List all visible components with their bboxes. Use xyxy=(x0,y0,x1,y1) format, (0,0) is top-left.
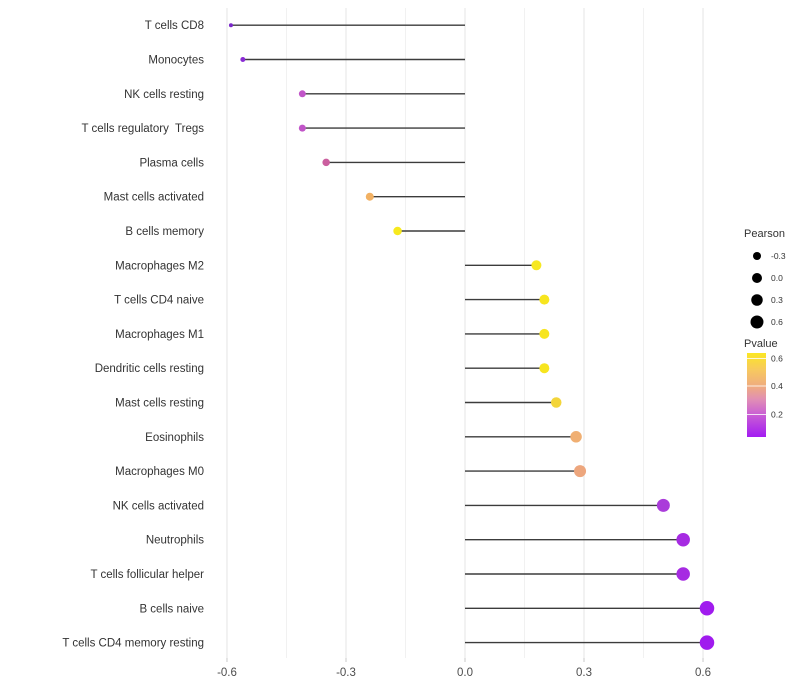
category-label: NK cells resting xyxy=(124,89,204,101)
data-point xyxy=(322,158,330,167)
x-axis-tick-label: 0.0 xyxy=(457,667,473,679)
lollipop-row: Plasma cells xyxy=(139,157,465,169)
category-label: Monocytes xyxy=(148,55,204,67)
legend-pvalue-label: 0.6 xyxy=(771,354,783,364)
lollipop-row: Mast cells resting xyxy=(115,397,562,410)
data-point xyxy=(393,226,402,236)
category-label: Eosinophils xyxy=(145,432,204,444)
legend-pvalue-label: 0.4 xyxy=(771,381,783,391)
x-axis-tick-label: 0.6 xyxy=(695,667,711,679)
lollipop-row: T cells follicular helper xyxy=(90,567,690,581)
lollipop-row: Macrophages M1 xyxy=(115,328,550,341)
category-label: T cells CD4 memory resting xyxy=(62,638,204,650)
data-point xyxy=(699,635,715,650)
lollipop-row: Macrophages M0 xyxy=(115,465,587,478)
legend-pearson: Pearson -0.3 0.0 0.3 0.6 xyxy=(744,228,786,329)
category-label: Mast cells activated xyxy=(104,192,204,204)
legend-pearson-title: Pearson xyxy=(744,228,785,240)
data-point xyxy=(298,124,306,132)
legend-pvalue-label: 0.2 xyxy=(771,410,783,420)
pvalue-colorbar xyxy=(747,353,766,437)
category-label: Mast cells resting xyxy=(115,398,204,410)
x-axis-tick-label: 0.3 xyxy=(576,667,592,679)
lollipop-row: T cells CD4 memory resting xyxy=(62,635,715,650)
lollipop-row: Monocytes xyxy=(148,55,465,67)
lollipop-row: Eosinophils xyxy=(145,431,582,444)
lollipop-row: T cells CD4 naive xyxy=(114,294,550,307)
data-point xyxy=(531,260,542,271)
data-point xyxy=(574,465,587,478)
category-label: Plasma cells xyxy=(139,157,204,169)
lollipop-row: B cells naive xyxy=(139,601,715,616)
lollipop-row: Macrophages M2 xyxy=(115,260,542,272)
lollipop-row: NK cells activated xyxy=(113,498,670,512)
category-label: Neutrophils xyxy=(146,535,204,547)
category-label: T cells follicular helper xyxy=(90,569,204,581)
legend-size-label: -0.3 xyxy=(771,251,786,261)
data-point xyxy=(298,90,306,98)
lollipop-row: T cells regulatory Tregs xyxy=(81,123,465,135)
category-label: Dendritic cells resting xyxy=(95,363,204,375)
data-point xyxy=(570,431,582,443)
x-axis-tick-label: -0.6 xyxy=(217,667,237,679)
data-point xyxy=(539,363,550,374)
lollipop-rows: T cells CD8 Monocytes NK cells resting T ce… xyxy=(62,20,715,650)
lollipop-row: Neutrophils xyxy=(146,532,690,547)
lollipop-row: Dendritic cells resting xyxy=(95,363,550,375)
category-label: T cells CD4 naive xyxy=(114,295,204,307)
lollipop-row: T cells CD8 xyxy=(145,20,465,32)
legend-pvalue-title: Pvalue xyxy=(744,338,778,350)
lollipop-row: B cells memory xyxy=(125,226,465,238)
category-label: T cells CD8 xyxy=(145,20,204,32)
data-point xyxy=(676,567,690,581)
category-label: B cells memory xyxy=(125,226,204,238)
data-point xyxy=(365,192,374,201)
data-point xyxy=(228,23,233,28)
category-label: B cells naive xyxy=(139,603,204,615)
data-point xyxy=(550,397,562,408)
legend-size-dot xyxy=(752,273,762,283)
data-point xyxy=(539,294,550,305)
lollipop-row: NK cells resting xyxy=(124,89,465,101)
data-point xyxy=(539,328,550,339)
legend-size-dot xyxy=(751,294,763,306)
x-axis-tick-label: -0.3 xyxy=(336,667,356,679)
x-axis: -0.6 -0.3 0.0 0.3 0.6 xyxy=(217,658,711,679)
category-label: T cells regulatory Tregs xyxy=(81,123,204,135)
legend-size-label: 0.3 xyxy=(771,295,783,305)
data-point xyxy=(699,601,715,616)
data-point xyxy=(656,498,670,512)
category-label: Macrophages M1 xyxy=(115,329,204,341)
legend-size-label: 0.0 xyxy=(771,273,783,283)
category-label: Macrophages M2 xyxy=(115,260,204,272)
legend-pvalue: Pvalue 0.6 0.4 0.2 xyxy=(744,338,783,437)
legend-size-dot xyxy=(753,252,761,260)
lollipop-row: Mast cells activated xyxy=(104,192,465,204)
legend-size-label: 0.6 xyxy=(771,317,783,327)
category-label: Macrophages M0 xyxy=(115,466,204,478)
legend-size-dot xyxy=(750,315,764,329)
category-label: NK cells activated xyxy=(113,500,204,512)
data-point xyxy=(676,532,690,547)
gridlines xyxy=(226,8,704,658)
data-point xyxy=(240,57,246,62)
